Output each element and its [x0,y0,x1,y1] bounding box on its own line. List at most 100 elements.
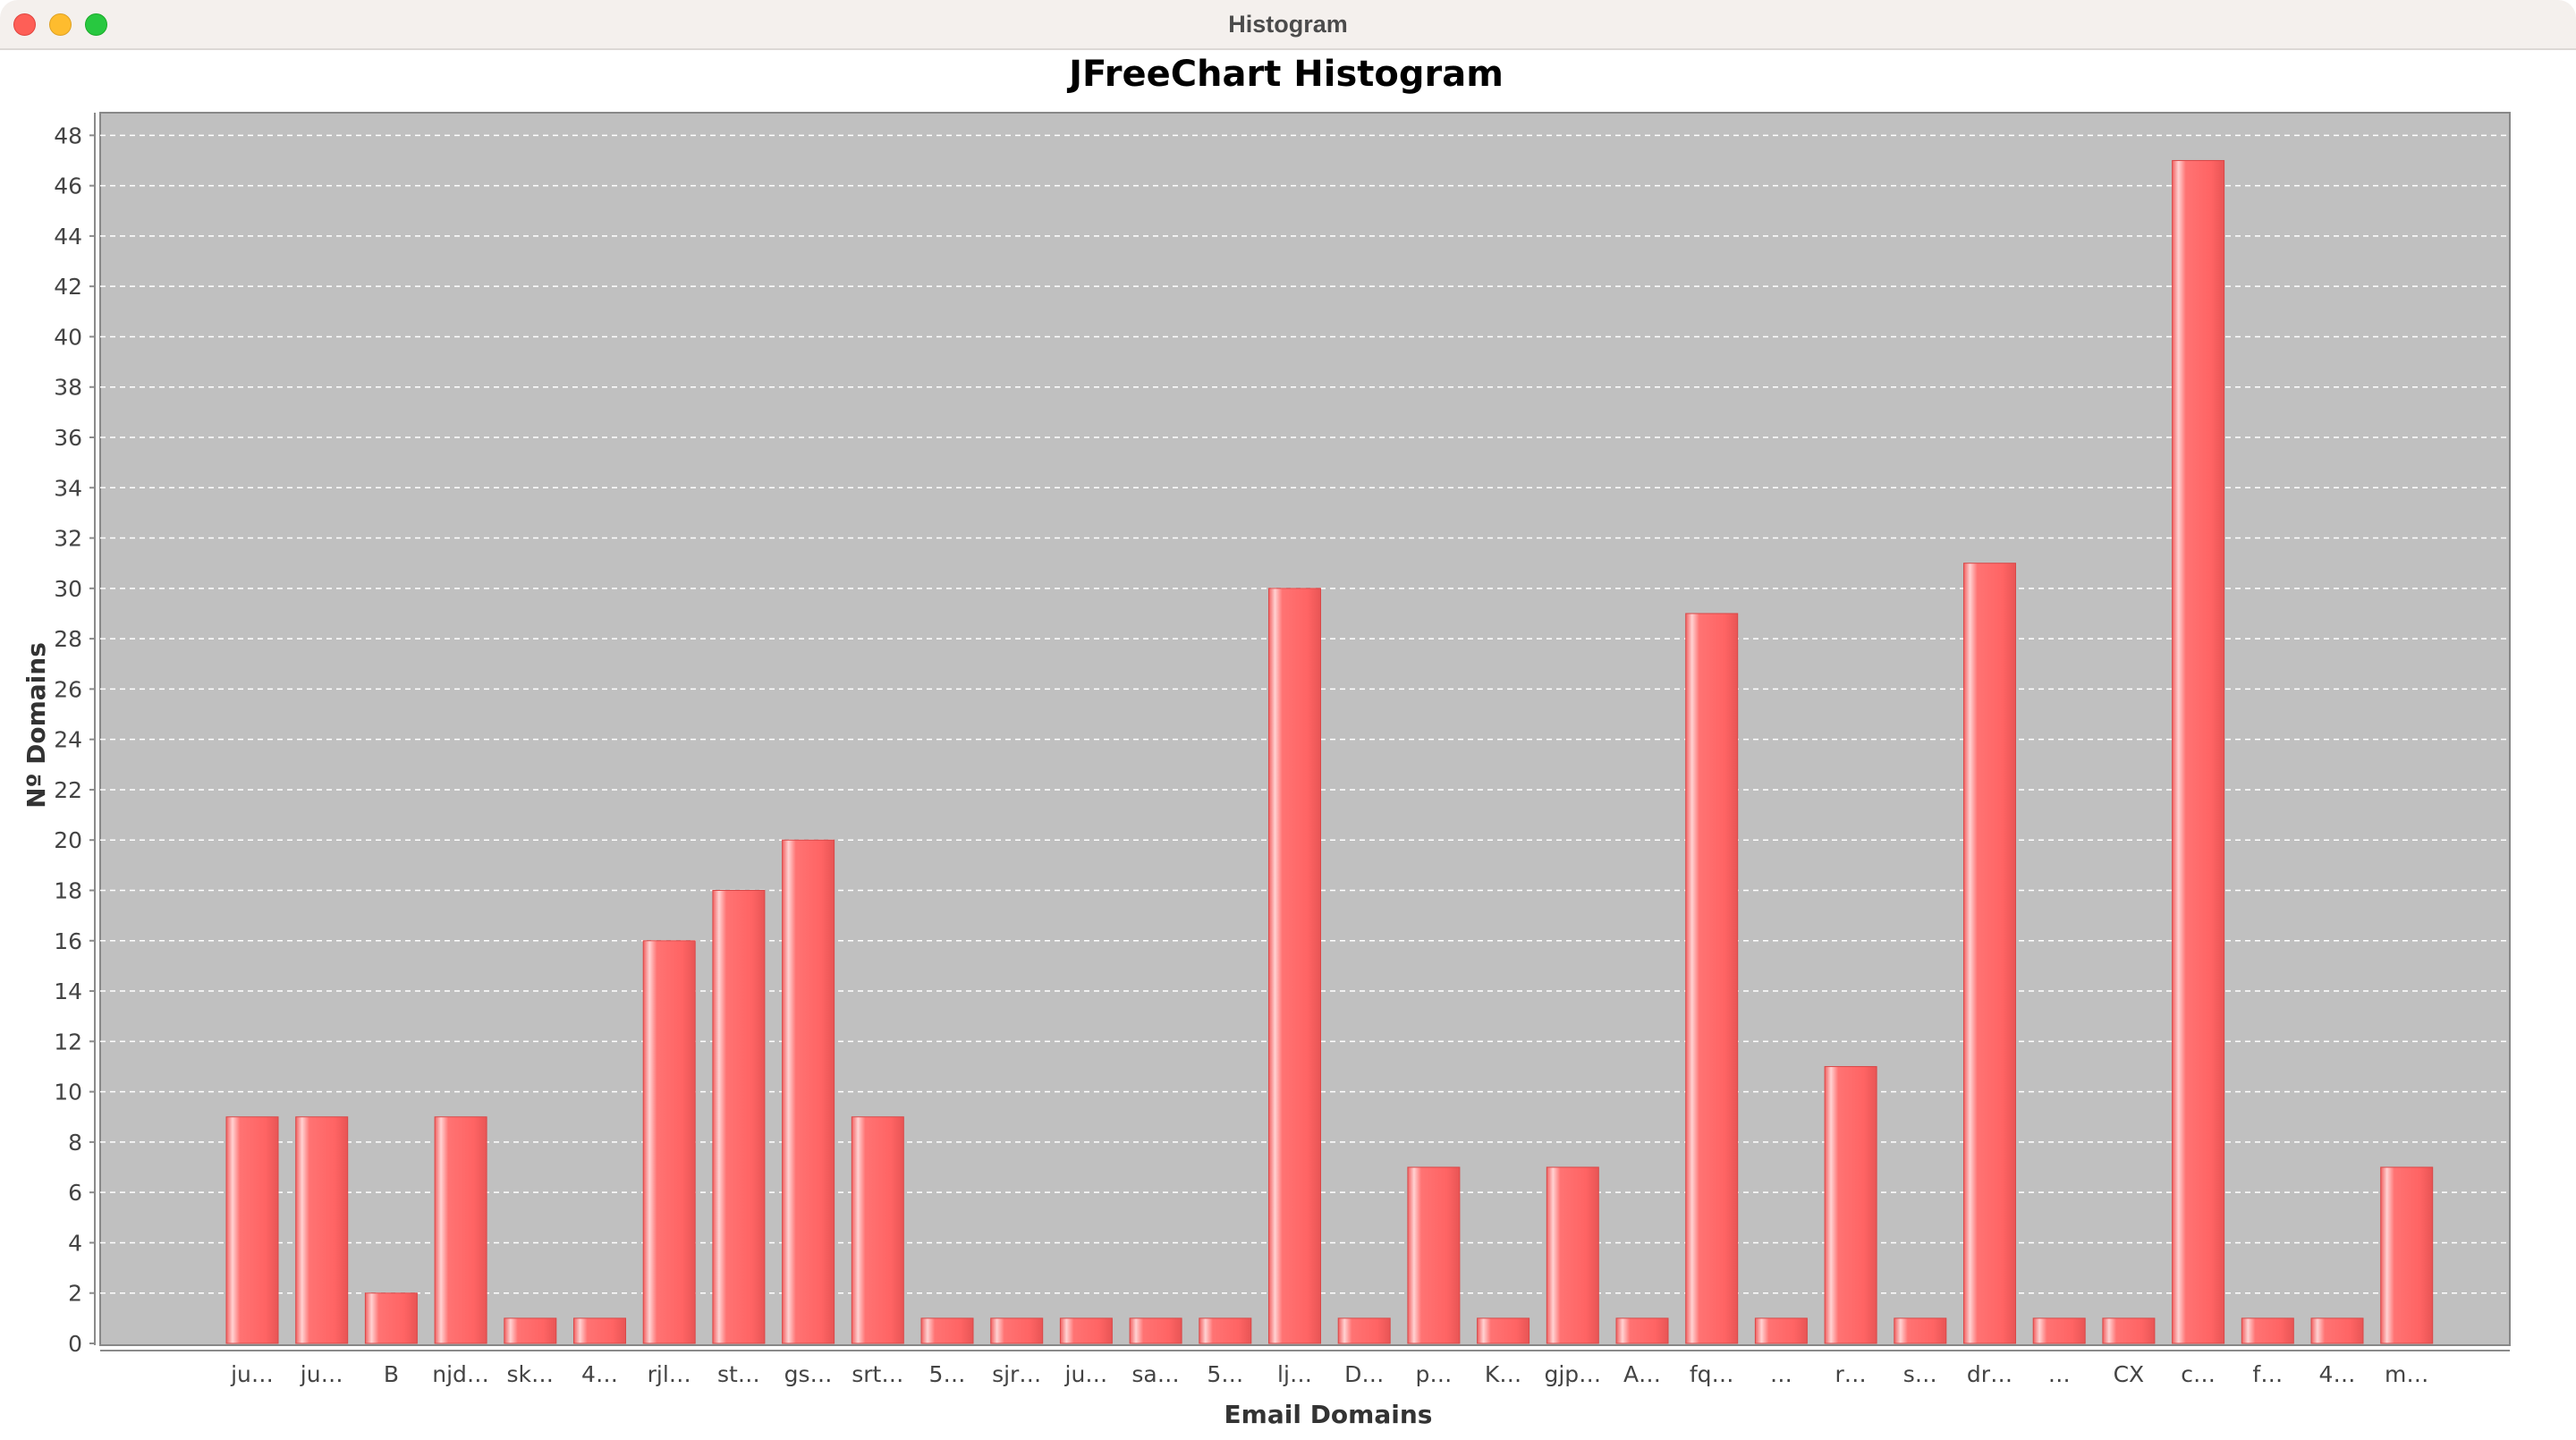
x-tick-label: 5… [929,1361,966,1387]
x-tick-label: st… [717,1361,760,1387]
maximize-button[interactable] [85,13,107,36]
y-tick-label: 22 [54,777,82,803]
x-tick-label: 5… [1207,1361,1243,1387]
histogram-bar [1894,1317,1947,1344]
y-tick-label: 48 [54,123,82,148]
histogram-bar [434,1116,487,1344]
y-tick-label: 32 [54,526,82,552]
histogram-bar [1546,1166,1599,1344]
x-tick-label: c… [2181,1361,2216,1387]
histogram-bar [225,1116,279,1344]
x-axis-label: Email Domains [1224,1400,1433,1429]
x-tick-label: rjl… [648,1361,691,1387]
histogram-bar [1337,1317,1391,1344]
y-tick-label: 26 [54,676,82,702]
x-tick-label: D… [1344,1361,1384,1387]
histogram-chart: JFreeChart Histogram 0246810121416182022… [21,54,2511,1429]
histogram-bar [1477,1317,1530,1344]
y-tick-label: 24 [54,727,82,753]
histogram-bar [1824,1065,1877,1344]
histogram-bar [1754,1317,1808,1344]
y-tick-label: 28 [54,626,82,652]
y-tick-label: 20 [54,827,82,853]
x-tick-label: dr… [1967,1361,2012,1387]
histogram-bar [851,1116,904,1344]
y-tick-label: 16 [54,928,82,954]
y-tick-label: 46 [54,174,82,199]
histogram-bar [2102,1317,2156,1344]
histogram-bar [990,1317,1044,1344]
x-tick-label: r… [1835,1361,1866,1387]
histogram-bar [2172,159,2225,1344]
histogram-bar [2380,1166,2434,1344]
histogram-bar [2032,1317,2086,1344]
y-tick-label: 18 [54,877,82,903]
histogram-bar [1615,1317,1669,1344]
x-tick-label: sjr… [992,1361,1041,1387]
histogram-bar [295,1116,349,1344]
x-tick-label: s… [1903,1361,1937,1387]
histogram-bar [1129,1317,1182,1344]
x-tick-label: 4… [2319,1361,2356,1387]
window-title: Histogram [1228,11,1348,38]
y-axis-ticks: 0246810121416182022242628303234363840424… [54,123,95,1357]
chart-panel: JFreeChart Histogram 0 2 4 6 8 10 12 14 16 18 20 22… [0,50,2576,1440]
x-tick-label: B [384,1361,399,1387]
x-tick-label: sa… [1131,1361,1179,1387]
x-tick-label: m… [2385,1361,2428,1387]
y-tick-label: 8 [68,1130,82,1156]
y-tick-label: 12 [54,1029,82,1055]
y-tick-label: 2 [68,1281,82,1307]
histogram-bar [504,1317,557,1344]
y-tick-label: 42 [54,274,82,300]
histogram-bar [364,1292,418,1344]
x-tick-label: ju… [1064,1361,1108,1387]
x-tick-label: lj… [1277,1361,1312,1387]
x-tick-label: K… [1485,1361,1521,1387]
x-tick-label: 4… [581,1361,618,1387]
x-tick-label: ju… [300,1361,343,1387]
title-bar[interactable]: Histogram [0,0,2576,50]
y-tick-label: 14 [54,978,82,1004]
histogram-bar [1685,613,1739,1344]
y-tick-label: 6 [68,1180,82,1206]
histogram-bar [2310,1317,2364,1344]
y-tick-label: 38 [54,375,82,401]
x-tick-label: njd… [432,1361,489,1387]
y-tick-label: 40 [54,324,82,350]
histogram-bar [573,1317,626,1344]
x-tick-label: ju… [230,1361,274,1387]
minimize-button[interactable] [49,13,72,36]
histogram-bar [712,889,766,1344]
x-tick-label: A… [1623,1361,1661,1387]
histogram-bar [1963,563,2016,1344]
x-tick-label: srt… [852,1361,903,1387]
histogram-bar [1268,588,1321,1344]
y-axis-label: Nº Domains [21,642,51,809]
x-tick-label: sk… [507,1361,555,1387]
y-tick-label: 4 [68,1230,82,1256]
histogram-bar [782,839,835,1344]
close-button[interactable] [13,13,36,36]
y-tick-label: 36 [54,425,82,451]
x-tick-label: p… [1415,1361,1452,1387]
histogram-bar [1199,1317,1252,1344]
bar-series [225,159,2434,1344]
histogram-bar [2241,1317,2294,1344]
x-tick-label: f… [2252,1361,2283,1387]
x-tick-label: … [1770,1361,1792,1387]
x-tick-label: gjp… [1544,1361,1601,1387]
chart-title: JFreeChart Histogram [1066,54,1504,95]
x-tick-label: … [2048,1361,2071,1387]
y-tick-label: 10 [54,1080,82,1105]
x-tick-label: fq… [1690,1361,1734,1387]
y-tick-label: 30 [54,576,82,602]
y-tick-label: 44 [54,224,82,250]
histogram-bar [642,940,696,1344]
histogram-bar [920,1317,974,1344]
x-tick-label: gs… [784,1361,833,1387]
x-tick-label: CX [2114,1361,2145,1387]
y-tick-label: 0 [68,1331,82,1357]
